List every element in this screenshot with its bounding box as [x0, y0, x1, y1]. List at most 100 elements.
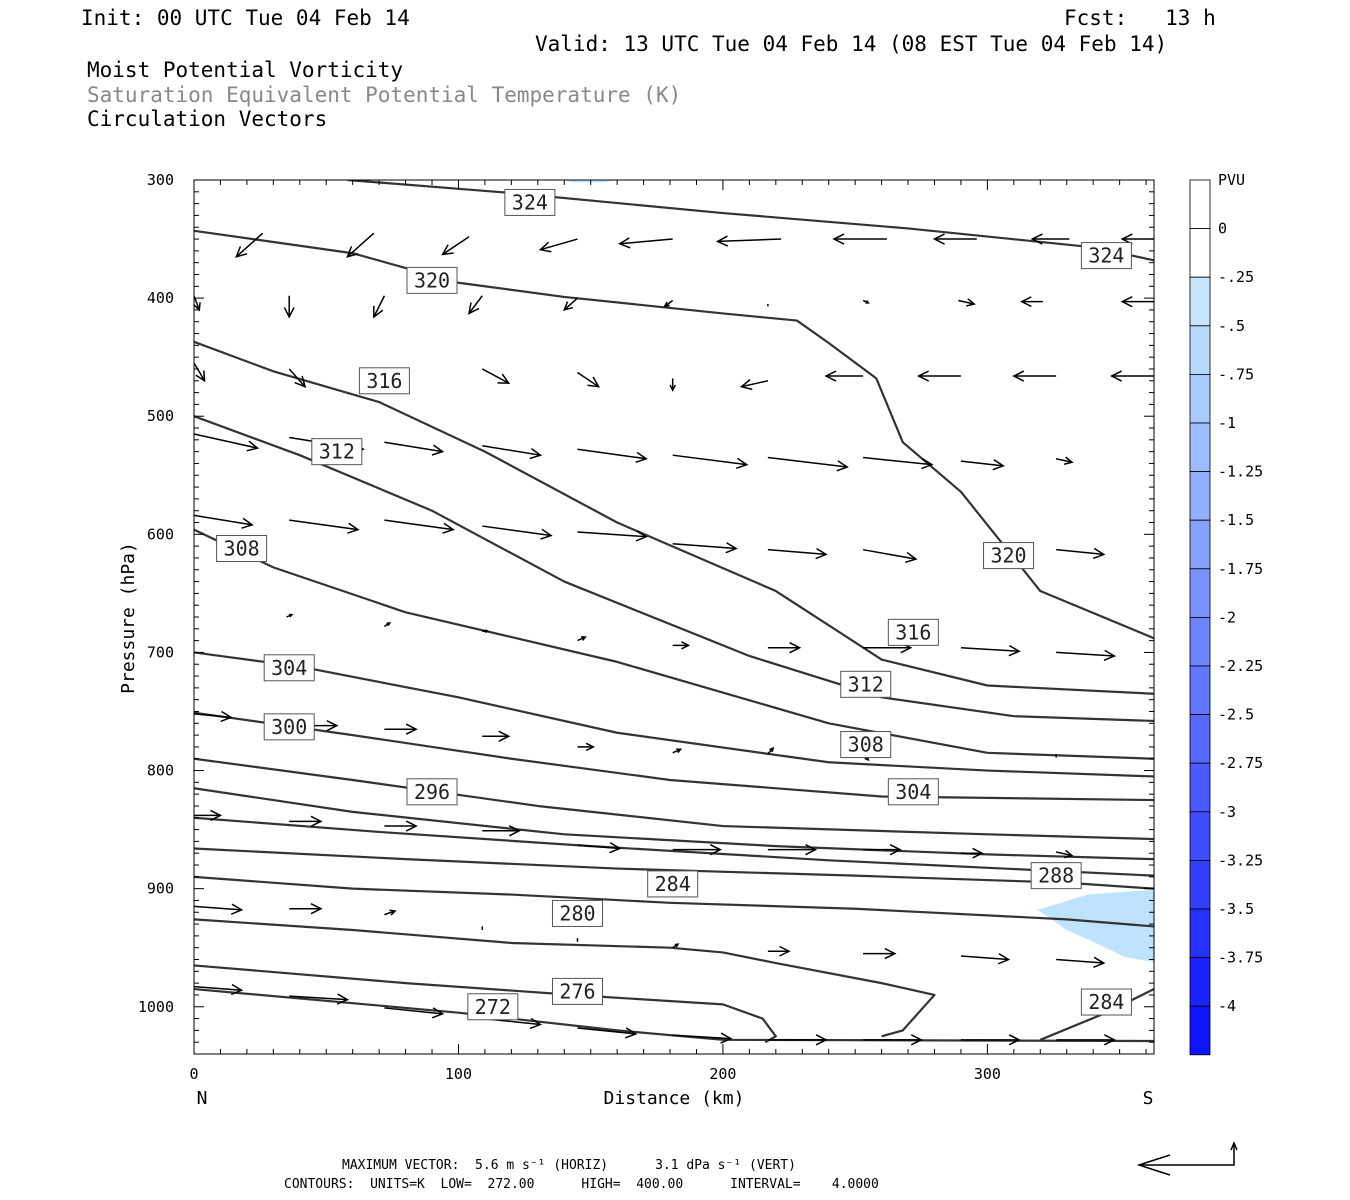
colorbar-unit-label: PVU	[1218, 171, 1245, 189]
circulation-vector	[577, 530, 648, 542]
vector-head	[1120, 295, 1133, 308]
field-title-vectors: Circulation Vectors	[87, 107, 328, 131]
contour-label: 312	[319, 440, 355, 464]
reference-vector-head-vert	[1230, 1141, 1238, 1151]
contour-labels: 324 324 320 320 316 316 312 312 308 308 304 304 300 2…	[216, 188, 1132, 1021]
vector-shaft	[958, 299, 975, 305]
vector-shaft	[468, 295, 483, 314]
colorbar-swatch	[1189, 179, 1211, 229]
vector-shaft	[1056, 548, 1104, 556]
contour-label: 324	[1088, 244, 1124, 268]
vector-head	[1093, 956, 1106, 968]
colorbar-swatch	[1189, 665, 1211, 715]
vector-shaft	[863, 456, 932, 466]
contour-label: 304	[271, 656, 307, 680]
vector-shaft	[577, 844, 620, 850]
circulation-vector	[1030, 233, 1070, 245]
colorbar-label: 0	[1218, 220, 1227, 238]
colorbar-label: -2.75	[1218, 754, 1263, 772]
circulation-vector	[739, 379, 769, 391]
max-vector-note: MAXIMUM VECTOR: 5.6 m s⁻¹ (HORIZ) 3.1 dP…	[342, 1158, 796, 1173]
colorbar-label: -1.25	[1218, 463, 1263, 481]
x-tick-label: 300	[974, 1065, 1001, 1083]
vector-head	[966, 298, 976, 307]
colorbar-label: -2.5	[1218, 706, 1254, 724]
vector-shaft	[482, 525, 552, 537]
circulation-vector	[289, 993, 350, 1005]
colorbar-swatch	[1189, 325, 1211, 375]
circulation-vector	[577, 636, 587, 642]
vector-head	[884, 947, 897, 960]
colorbar-swatch	[1189, 762, 1211, 813]
colorbar-swatch	[1189, 957, 1211, 1007]
init-time-label: Init: 00 UTC Tue 04 Feb 14	[81, 6, 410, 30]
vector-head	[498, 730, 511, 742]
vector-shaft	[482, 445, 541, 456]
field-title-mpv: Moist Potential Vorticity	[87, 58, 404, 82]
contour-label: 316	[366, 369, 402, 393]
vector-head	[836, 460, 849, 472]
contour-line-292	[194, 787, 1154, 861]
circulation-vector	[672, 748, 683, 754]
vector-head	[241, 517, 254, 529]
circulation-vector	[1056, 649, 1117, 662]
vector-shaft	[384, 1007, 443, 1015]
vector-head	[1008, 645, 1021, 657]
x-tick-label: 200	[709, 1065, 736, 1083]
vector-head	[739, 379, 753, 391]
vector-head	[347, 522, 360, 534]
circulation-vector	[194, 514, 254, 529]
reference-vector-line	[1139, 1143, 1235, 1166]
vector-head	[310, 903, 323, 915]
colorbar-label: -.75	[1218, 365, 1254, 383]
colorbar-label: -3.5	[1218, 900, 1254, 918]
reference-vector-head-horiz	[1136, 1154, 1171, 1176]
circulation-vector	[577, 448, 648, 464]
colorbar-label: -3	[1218, 803, 1236, 821]
vector-shaft	[767, 456, 848, 468]
vector-head	[235, 246, 248, 258]
reference-vector	[1136, 1141, 1238, 1176]
vector-head	[921, 458, 934, 470]
y-axis-title: Pressure (hPa)	[118, 542, 139, 694]
colorbar-swatch	[1189, 228, 1211, 278]
circulation-vector	[767, 844, 818, 856]
contour-label-box	[406, 778, 458, 806]
vector-shaft	[289, 995, 348, 1001]
vector-shaft	[960, 460, 1004, 467]
vector-shaft	[442, 236, 470, 256]
vector-head	[932, 233, 945, 245]
circulation-vector	[960, 1034, 1021, 1046]
pv-region-0	[1037, 889, 1154, 962]
contour-label-box	[840, 670, 892, 698]
circulation-vector	[235, 232, 264, 258]
circulation-vector	[1120, 295, 1154, 308]
vector-head	[1063, 849, 1074, 859]
vector-head	[992, 459, 1005, 471]
vector-head	[230, 983, 244, 996]
contour-label-box	[1080, 988, 1132, 1016]
contour-label: 284	[1088, 990, 1124, 1014]
vector-head	[389, 909, 397, 916]
circulation-vector	[482, 445, 543, 460]
contour-line-280	[194, 918, 936, 1038]
colorbar-label: -3.75	[1218, 949, 1263, 967]
vector-head	[832, 233, 845, 245]
vector-shaft	[577, 1027, 636, 1035]
vector-shaft	[481, 368, 510, 384]
theta-es-contours	[194, 180, 1154, 1044]
colorbar-swatch	[1189, 373, 1211, 424]
contour-line-290	[194, 816, 1154, 877]
contour-label-box	[1080, 242, 1132, 270]
vector-shaft	[384, 519, 454, 531]
circulation-vector	[384, 909, 397, 916]
circulation-vector	[194, 433, 260, 452]
contour-label-box	[551, 899, 603, 927]
colorbar-swatch	[1189, 811, 1211, 861]
y-tick-label: 800	[147, 762, 174, 780]
forecast-hour-label: Fcst: 13 h	[1064, 6, 1216, 30]
contour-label: 300	[271, 715, 307, 739]
vector-shaft	[741, 380, 769, 388]
vector-head	[635, 530, 648, 542]
contour-label-box	[647, 870, 699, 898]
